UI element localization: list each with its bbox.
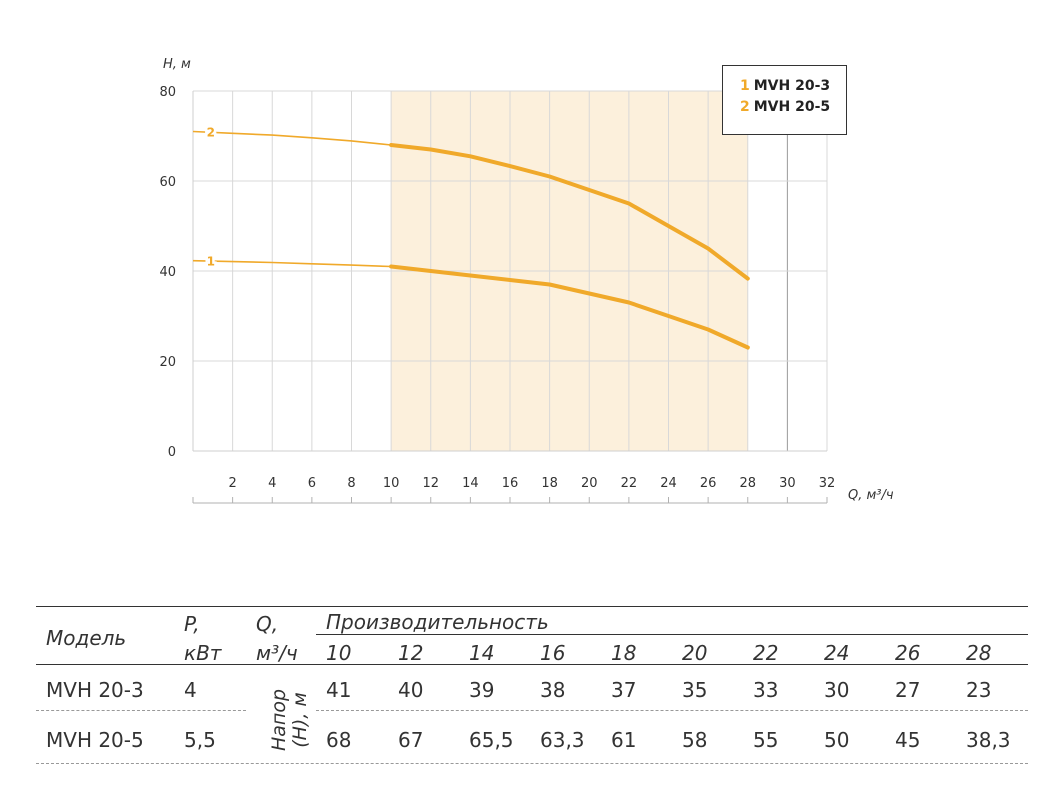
y-tick-label: 60 (159, 175, 176, 190)
row-value: 45 (895, 728, 921, 752)
row-value: 40 (398, 678, 424, 702)
header-bottom-rule (36, 664, 1028, 665)
y-axis-label: H, м (163, 57, 191, 72)
flow-header-cell: 18 (611, 641, 637, 665)
x-tick-label: 12 (422, 476, 439, 491)
series-line-thin-1 (192, 259, 392, 268)
y-tick-label: 0 (168, 445, 176, 460)
row-value: 63,3 (540, 728, 585, 752)
row-separator (316, 710, 1028, 711)
series-line-thin-2 (192, 130, 392, 146)
flow-header-cell: 20 (682, 641, 708, 665)
row-value: 68 (326, 728, 352, 752)
row-value: 30 (824, 678, 850, 702)
flow-header-cell: 10 (326, 641, 352, 665)
series-line-1 (389, 264, 750, 350)
row-value: 41 (326, 678, 352, 702)
row-value: 55 (753, 728, 779, 752)
row-power: 4 (184, 678, 197, 702)
header-performance: Производительность (326, 610, 549, 634)
row-value: 27 (895, 678, 921, 702)
chart-grid (193, 90, 828, 452)
perf-header-rule (316, 634, 1028, 635)
row-value: 61 (611, 728, 637, 752)
x-tick-label: 4 (268, 476, 276, 491)
row-model: MVH 20-5 (46, 728, 144, 752)
legend-item-2: 2 MVH 20-5 (740, 97, 846, 118)
x-tick-label: 2 (228, 476, 236, 491)
y-tick-label: 20 (159, 355, 176, 370)
x-tick-label: 26 (700, 476, 717, 491)
row-value: 38 (540, 678, 566, 702)
header-power-unit: кВт (184, 641, 222, 665)
flow-header-cell: 14 (469, 641, 495, 665)
x-tick-label: 18 (541, 476, 558, 491)
row-value: 33 (753, 678, 779, 702)
row-value: 67 (398, 728, 424, 752)
chart-legend: 1 MVH 20-3 2 MVH 20-5 (722, 65, 847, 135)
y-tick-label: 40 (159, 265, 176, 280)
header-flow-symbol: Q, (256, 612, 279, 636)
row-value: 35 (682, 678, 708, 702)
x-tick-label: 8 (347, 476, 355, 491)
x-tick-label: 28 (739, 476, 756, 491)
header-power-symbol: P, (184, 612, 200, 636)
x-axis-label: Q, м³/ч (848, 488, 894, 503)
row-value: 58 (682, 728, 708, 752)
flow-header-cell: 12 (398, 641, 424, 665)
legend-label: MVH 20-3 (753, 78, 831, 94)
x-tick-label: 22 (621, 476, 638, 491)
row-value: 23 (966, 678, 992, 702)
flow-header-cell: 24 (824, 641, 850, 665)
header-model: Модель (46, 626, 127, 650)
flow-header-cell: 22 (753, 641, 779, 665)
x-tick-label: 32 (819, 476, 836, 491)
header-head: Напор (H), м (268, 688, 311, 752)
row-value: 50 (824, 728, 850, 752)
y-tick-label: 80 (159, 85, 176, 100)
row-value: 37 (611, 678, 637, 702)
row-power: 5,5 (184, 728, 216, 752)
table-top-rule (36, 606, 1028, 607)
legend-item-1: 1 MVH 20-3 (740, 76, 846, 97)
legend-label: MVH 20-5 (753, 99, 831, 115)
x-tick-label: 14 (462, 476, 479, 491)
row-separator (36, 710, 246, 711)
x-tick-label: 24 (660, 476, 677, 491)
header-flow-unit: м³/ч (256, 641, 298, 665)
series-marker-label: 2 (207, 126, 215, 140)
row-value: 38,3 (966, 728, 1011, 752)
legend-marker: 2 (740, 99, 750, 115)
x-tick-label: 20 (581, 476, 598, 491)
flow-header-cell: 16 (540, 641, 566, 665)
x-tick-label: 6 (308, 476, 316, 491)
flow-header-cell: 26 (895, 641, 921, 665)
flow-header-cell: 28 (966, 641, 992, 665)
legend-marker: 1 (740, 78, 750, 94)
x-tick-label: 30 (779, 476, 796, 491)
row-value: 39 (469, 678, 495, 702)
row-value: 65,5 (469, 728, 514, 752)
series-marker-label: 1 (207, 255, 215, 269)
x-tick-label: 16 (502, 476, 519, 491)
row-model: MVH 20-3 (46, 678, 144, 702)
table-bottom-rule (36, 763, 1028, 764)
performance-table: Модель P, кВт Q, м³/ч Производительность… (36, 600, 1028, 770)
chart-series: 12 (192, 123, 750, 350)
series-line-2 (389, 143, 750, 281)
x-tick-label: 10 (383, 476, 400, 491)
